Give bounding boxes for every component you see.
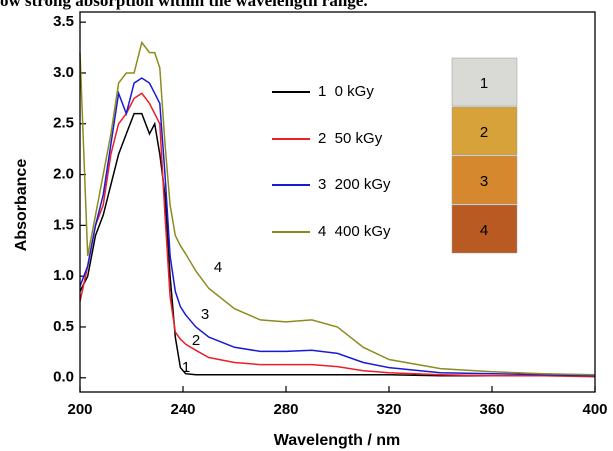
- y-tick-label: 1.0: [53, 267, 74, 284]
- y-tick-label: 2.0: [53, 166, 74, 183]
- x-tick-label: 320: [376, 401, 401, 418]
- legend-label: 4 400 kGy: [318, 223, 391, 240]
- y-axis-title: Absorbance: [13, 159, 30, 252]
- x-tick-label: 200: [67, 401, 92, 418]
- curve-label: 1: [182, 359, 190, 376]
- x-tick-label: 280: [273, 401, 298, 418]
- legend-label: 2 50 kGy: [318, 130, 383, 147]
- curve-label: 2: [192, 332, 200, 349]
- caption: ow strong absorption within the waveleng…: [0, 0, 368, 10]
- x-tick-label: 400: [582, 401, 607, 418]
- vial-label: 2: [480, 124, 488, 141]
- vial-label: 4: [480, 222, 488, 239]
- y-tick-label: 2.5: [53, 115, 74, 132]
- y-tick-label: 1.5: [53, 216, 74, 233]
- y-tick-label: 0.5: [53, 318, 74, 335]
- vial-label: 1: [480, 75, 488, 92]
- curve-label: 3: [201, 306, 209, 323]
- y-tick-label: 3.5: [53, 13, 74, 30]
- legend-label: 3 200 kGy: [318, 176, 391, 193]
- chart: ow strong absorption within the waveleng…: [0, 0, 613, 451]
- legend-label: 1 0 kGy: [318, 83, 374, 100]
- y-tick-label: 3.0: [53, 64, 74, 81]
- x-tick-label: 240: [170, 401, 195, 418]
- x-tick-label: 360: [479, 401, 504, 418]
- y-tick-label: 0.0: [53, 369, 74, 386]
- curve-label: 4: [214, 259, 222, 276]
- vial-label: 3: [480, 173, 488, 190]
- x-axis-title: Wavelength / nm: [274, 432, 401, 449]
- plot-frame: [80, 12, 595, 392]
- series-line: [80, 114, 595, 376]
